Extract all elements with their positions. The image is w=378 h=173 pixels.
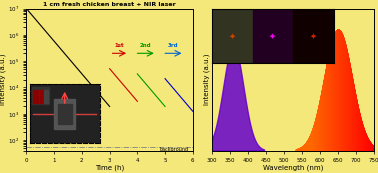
Text: 2nd: 2nd: [140, 43, 152, 48]
X-axis label: Wavelength (nm): Wavelength (nm): [263, 165, 323, 171]
Title: 1 cm fresh chicken breast + NIR laser: 1 cm fresh chicken breast + NIR laser: [43, 2, 176, 7]
X-axis label: Time (h): Time (h): [95, 165, 124, 171]
Text: background: background: [160, 147, 189, 152]
Text: UV: UV: [240, 17, 254, 26]
Y-axis label: Intensity (a.u.): Intensity (a.u.): [204, 54, 210, 105]
Y-axis label: Intensity (a.u.): Intensity (a.u.): [0, 54, 6, 105]
Text: NL: NL: [219, 17, 231, 26]
Text: LiLuGeO₄ + CaAlSiN₃: LiLuGeO₄ + CaAlSiN₃: [217, 36, 272, 41]
Text: PerL: PerL: [266, 17, 287, 26]
Text: 3rd: 3rd: [168, 43, 179, 48]
Text: 1st: 1st: [115, 43, 124, 48]
